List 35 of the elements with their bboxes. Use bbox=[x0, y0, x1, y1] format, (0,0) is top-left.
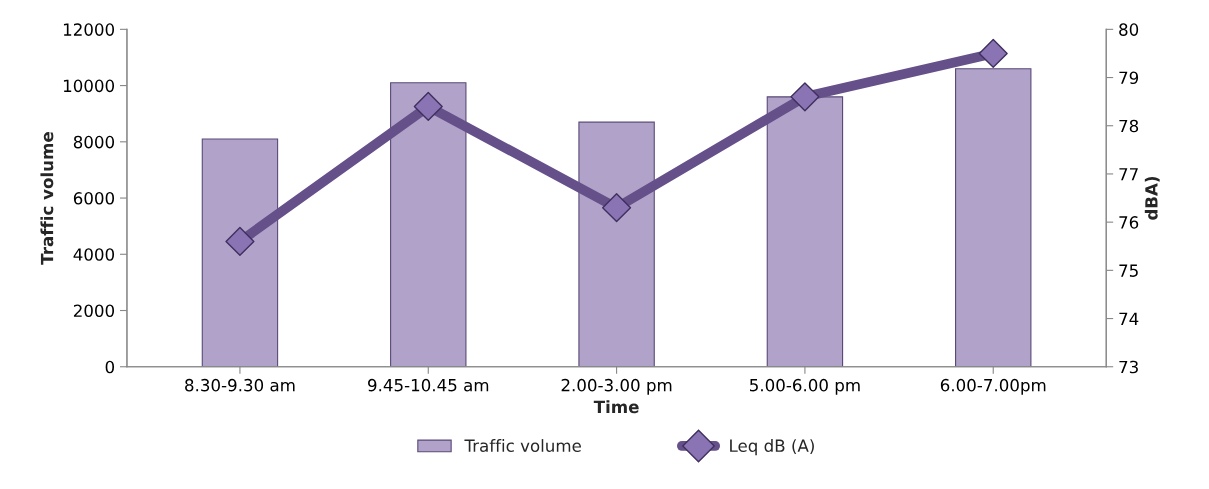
bar bbox=[955, 68, 1032, 367]
y-tick-label: 12000 bbox=[63, 23, 115, 36]
point bbox=[790, 82, 820, 112]
bar bbox=[766, 96, 844, 367]
y2-axis-title: dBA) bbox=[1144, 176, 1160, 220]
x-tick-label: 9.45-10.45 am bbox=[368, 378, 489, 392]
bar bbox=[201, 138, 279, 367]
point bbox=[225, 226, 255, 257]
point bbox=[978, 38, 1008, 69]
y2-tick-label: 74 bbox=[1119, 312, 1139, 325]
y-tick-label: 6000 bbox=[73, 192, 115, 205]
y2-tick-label: 73 bbox=[1119, 360, 1138, 374]
point bbox=[413, 91, 443, 122]
legend-label: Traffic volume bbox=[464, 439, 581, 453]
y2-tick-label: 80 bbox=[1119, 23, 1139, 36]
y-axis-title: Traffic volume bbox=[40, 132, 54, 265]
x-tick-label: 6.00-7.00pm bbox=[940, 378, 1046, 395]
y2-tick-label: 79 bbox=[1119, 71, 1139, 85]
point bbox=[602, 193, 632, 223]
bar bbox=[578, 121, 655, 367]
y-tick-label: 10000 bbox=[63, 79, 115, 93]
x-tick-label: 2.00-3.00 pm bbox=[561, 378, 672, 395]
legend-label: Leq dB (A) bbox=[730, 439, 814, 456]
x-tick-label: 8.30-9.30 am bbox=[185, 378, 295, 392]
y-tick-label: 0 bbox=[105, 360, 115, 374]
y-tick-label: 8000 bbox=[73, 135, 115, 149]
y-tick-label: 2000 bbox=[73, 304, 115, 318]
x-axis-title: Time bbox=[593, 400, 639, 414]
x-tick-label: 5.00-6.00 pm bbox=[750, 378, 860, 395]
y-tick-label: 4000 bbox=[73, 248, 115, 261]
y2-tick-label: 75 bbox=[1119, 264, 1138, 277]
y2-tick-label: 77 bbox=[1119, 168, 1138, 181]
bar bbox=[390, 82, 467, 367]
y2-tick-label: 76 bbox=[1119, 216, 1139, 229]
y2-tick-label: 78 bbox=[1119, 119, 1139, 133]
